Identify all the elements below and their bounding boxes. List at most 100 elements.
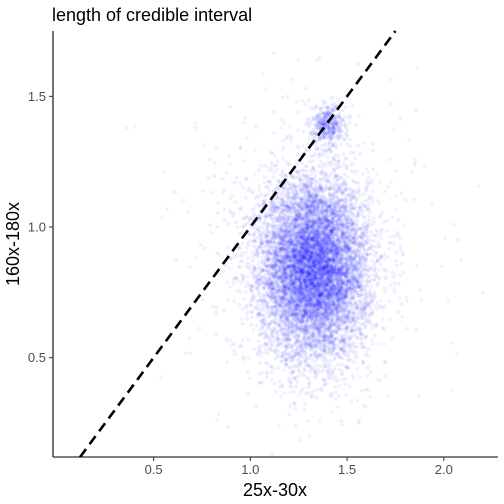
data-point [300, 317, 305, 322]
data-point [341, 204, 345, 209]
data-point [330, 287, 334, 292]
data-point [314, 211, 318, 216]
data-point [316, 387, 320, 392]
data-point [330, 262, 334, 267]
data-point [329, 281, 334, 286]
data-point [311, 159, 315, 164]
data-point [335, 254, 339, 258]
data-point [253, 196, 258, 201]
data-point [320, 203, 325, 208]
data-point [331, 212, 335, 217]
data-point [277, 268, 282, 273]
data-point [378, 262, 383, 267]
data-point [255, 303, 260, 308]
data-point [276, 218, 280, 223]
data-point [296, 290, 301, 295]
data-point [318, 151, 322, 156]
data-point [319, 297, 324, 302]
data-point [246, 355, 251, 360]
data-point [243, 195, 248, 200]
data-point [298, 249, 303, 254]
data-point [381, 326, 386, 331]
data-point [257, 188, 262, 193]
data-point [333, 344, 337, 348]
data-point [240, 254, 245, 258]
data-point [267, 251, 272, 256]
data-point [302, 320, 307, 325]
data-point [292, 265, 297, 270]
data-point [337, 383, 342, 388]
data-point [380, 317, 385, 321]
data-point [382, 304, 387, 309]
data-point [310, 266, 314, 270]
data-point [351, 206, 356, 211]
data-point [392, 242, 397, 247]
data-point [275, 343, 280, 348]
data-point [307, 267, 312, 271]
data-point [333, 385, 338, 390]
data-point [295, 311, 300, 316]
data-point [318, 338, 322, 342]
data-point [277, 385, 282, 389]
data-point [311, 265, 316, 270]
data-point [390, 270, 394, 275]
data-point [328, 229, 333, 234]
data-point [345, 245, 350, 250]
data-point [301, 245, 306, 250]
data-point [329, 160, 334, 165]
data-point [282, 287, 287, 292]
data-point [289, 278, 293, 282]
data-point [301, 235, 306, 240]
data-point [370, 200, 375, 205]
data-point [301, 316, 306, 321]
data-point [325, 327, 330, 332]
data-point [244, 250, 248, 255]
data-point [313, 174, 318, 178]
data-point [364, 167, 369, 171]
data-point [260, 255, 265, 260]
data-point [373, 292, 377, 297]
data-point [326, 300, 330, 305]
data-point [299, 260, 304, 264]
data-point [245, 370, 250, 374]
data-point [287, 239, 292, 244]
data-point [308, 245, 313, 250]
data-point [274, 389, 278, 394]
data-point [340, 423, 344, 427]
data-point [225, 360, 230, 365]
data-point [304, 284, 309, 289]
data-point [378, 299, 383, 303]
data-point [335, 213, 340, 218]
data-point [390, 215, 394, 220]
data-point [318, 264, 322, 269]
data-point [375, 283, 379, 288]
data-point [336, 226, 340, 231]
data-point [322, 338, 326, 343]
data-point [348, 137, 352, 142]
data-point [293, 321, 298, 325]
data-point [298, 250, 302, 255]
data-point [232, 348, 236, 353]
data-point [336, 404, 340, 409]
data-point [349, 258, 354, 263]
data-point [308, 272, 313, 277]
data-point [297, 202, 302, 207]
data-point [269, 286, 274, 291]
data-point [302, 407, 307, 411]
data-point [306, 293, 311, 297]
data-point [257, 184, 262, 189]
data-point [314, 275, 319, 279]
data-point [253, 293, 258, 298]
data-point [306, 227, 311, 232]
data-point [314, 245, 319, 250]
data-point [368, 394, 373, 399]
data-point [383, 252, 387, 257]
data-point [259, 164, 264, 168]
data-point [262, 248, 267, 253]
data-point [320, 219, 325, 224]
data-point [244, 289, 248, 294]
data-point [295, 379, 300, 384]
data-point [232, 299, 237, 304]
data-point [310, 325, 315, 329]
data-point [249, 310, 254, 314]
